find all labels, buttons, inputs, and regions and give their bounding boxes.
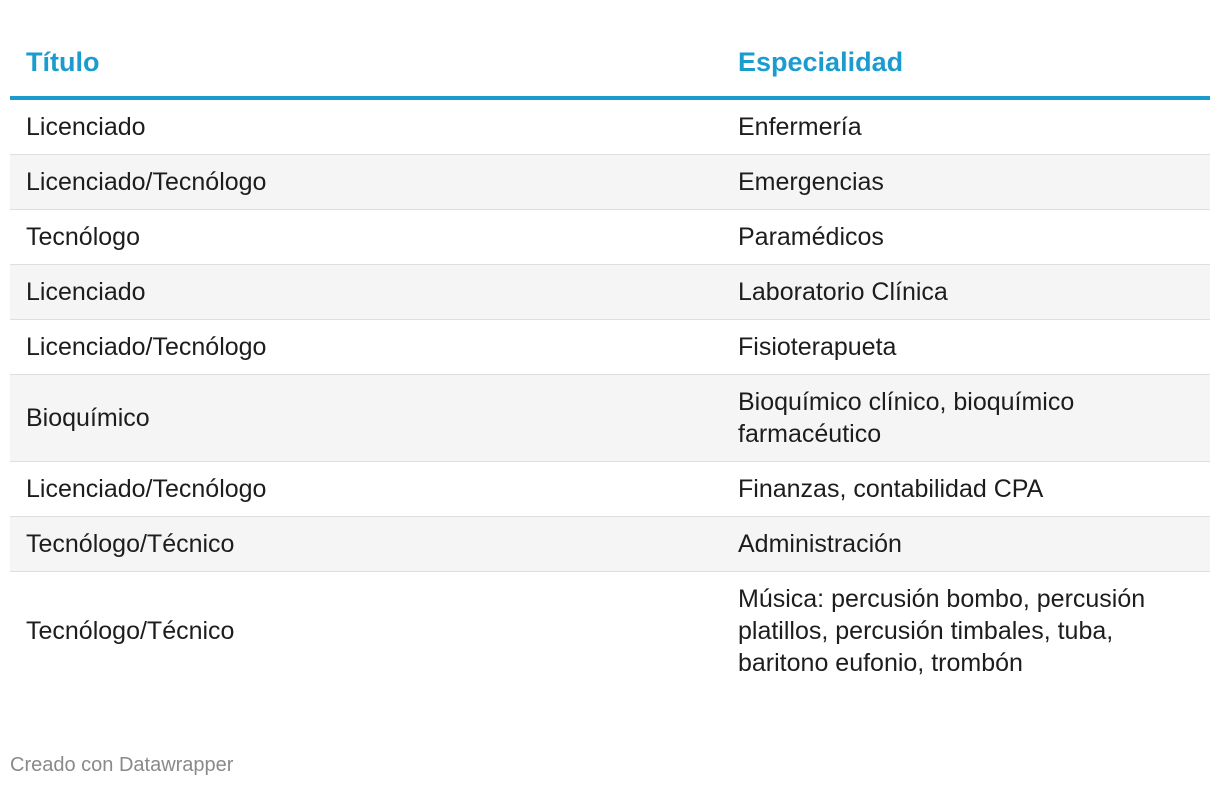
cell-especialidad: Paramédicos — [721, 209, 1210, 265]
table-row: Tecnólogo/Técnico Música: percusión bomb… — [10, 572, 1210, 691]
table-row: Licenciado Laboratorio Clínica — [10, 264, 1210, 320]
table-row: Licenciado/Tecnólogo Emergencias — [10, 154, 1210, 210]
cell-titulo: Tecnólogo/Técnico — [26, 617, 235, 645]
table-row: Licenciado/Tecnólogo Fisioterapueta — [10, 319, 1210, 375]
table-row: Licenciado/Tecnólogo Finanzas, contabili… — [10, 461, 1210, 517]
cell-especialidad: Emergencias — [721, 154, 1210, 210]
cell-especialidad: Fisioterapueta — [721, 319, 1210, 375]
cell-especialidad: Finanzas, contabilidad CPA — [721, 461, 1210, 517]
cell-titulo: Tecnólogo/Técnico — [10, 516, 721, 572]
table-header-row: Título Especialidad — [10, 28, 1210, 100]
datawrapper-credit[interactable]: Creado con Datawrapper — [10, 754, 234, 776]
cell-titulo: Licenciado/Tecnólogo — [10, 461, 721, 517]
cell-especialidad: Bioquímico clínico, bioquímico farmacéut… — [721, 374, 1210, 462]
table-row: Tecnólogo Paramédicos — [10, 209, 1210, 265]
column-header-titulo[interactable]: Título — [10, 28, 721, 100]
table-row: Bioquímico Bioquímico clínico, bioquímic… — [10, 374, 1210, 462]
column-header-especialidad[interactable]: Especialidad — [721, 28, 1210, 100]
cell-titulo: Licenciado — [10, 98, 721, 155]
table-row: Tecnólogo/Técnico Administración — [10, 516, 1210, 572]
cell-especialidad: Música: percusión bombo, percusión plati… — [738, 585, 1146, 677]
table-row: Licenciado Enfermería — [10, 98, 1210, 155]
cell-titulo: Licenciado/Tecnólogo — [10, 154, 721, 210]
cell-especialidad: Enfermería — [721, 98, 1210, 155]
data-table-container: Título Especialidad Licenciado Enfermerí… — [10, 28, 1210, 690]
cell-especialidad: Laboratorio Clínica — [721, 264, 1210, 320]
cell-especialidad: Administración — [721, 516, 1210, 572]
cell-titulo: Tecnólogo — [10, 209, 721, 265]
cell-titulo: Licenciado — [10, 264, 721, 320]
data-table: Título Especialidad Licenciado Enfermerí… — [10, 28, 1210, 690]
cell-titulo: Bioquímico — [10, 374, 721, 462]
cell-titulo: Licenciado/Tecnólogo — [10, 319, 721, 375]
